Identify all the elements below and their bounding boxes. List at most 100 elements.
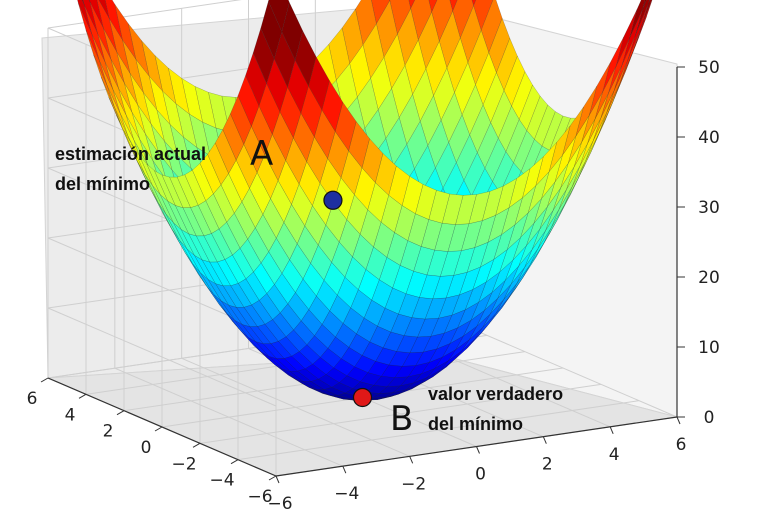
surface-patch (143, 92, 165, 142)
y-tick-mark (230, 459, 239, 465)
surface-patch (235, 306, 258, 327)
surface-patch (274, 364, 296, 380)
surface-patch (216, 259, 239, 286)
z-tick-label: 0 (704, 408, 715, 428)
surface-patch (471, 0, 477, 7)
x-axis-ticks: −6 −4 −2 0 2 4 6 (267, 416, 687, 514)
x-tick-label: 6 (676, 435, 687, 455)
surface-patch (89, 0, 104, 29)
y-tick-mark (78, 393, 87, 399)
surface-patch (241, 187, 264, 229)
surface-patch (174, 205, 197, 237)
surface-patch (129, 73, 152, 125)
y-tick-label: −2 (171, 454, 196, 474)
surface-patch (247, 227, 269, 264)
annotation-b-letter: B (390, 399, 413, 439)
surface-patch (104, 0, 123, 41)
annotation-a-letter: A (250, 134, 273, 174)
z-tick-label: 50 (698, 58, 720, 78)
surface-patch (224, 254, 247, 284)
y-tick-label: 2 (103, 422, 114, 442)
z-tick-label: 30 (698, 198, 720, 218)
x-tick-mark (275, 475, 280, 484)
x-tick-mark (542, 436, 547, 444)
x-tick-mark (476, 446, 480, 454)
z-tick-label: 10 (698, 338, 720, 358)
surface-patch (200, 272, 222, 301)
z-tick-label: 40 (698, 128, 720, 148)
surface-patch (349, 44, 371, 98)
surface-patch (251, 299, 273, 325)
surface-patch (201, 259, 224, 287)
surface-patch (222, 113, 245, 161)
x-tick-label: −2 (401, 474, 426, 494)
y-tick-mark (268, 475, 277, 481)
surface-patch (219, 304, 241, 331)
surface-patch (207, 142, 229, 186)
surface-patch (428, 0, 438, 13)
x-tick-label: 2 (542, 455, 553, 475)
y-tick-label: −6 (247, 487, 272, 507)
surface-patch (131, 143, 153, 186)
surface-patch (334, 101, 357, 152)
surface-patch (144, 133, 167, 180)
surface-patch (127, 23, 150, 77)
annotation-a-line1: estimación actual (55, 144, 206, 164)
surface-patch (338, 375, 361, 389)
surface-patch (511, 71, 533, 121)
y-tick-mark (40, 377, 49, 383)
surface-patch (88, 0, 91, 3)
z-tick-label: 20 (698, 268, 720, 288)
surface-patch (272, 312, 294, 338)
y-tick-mark (192, 442, 201, 448)
surface-patch (220, 172, 243, 214)
annotation-a: estimación actual del mínimo A (55, 134, 273, 194)
surface-patch (146, 163, 169, 202)
surface-patch (163, 215, 186, 253)
x-tick-mark (409, 456, 414, 464)
surface-patch (365, 385, 388, 394)
surface-patch (408, 0, 416, 10)
point-marker-b (352, 387, 373, 408)
floor-grid-line (199, 383, 602, 444)
y-tick-label: 4 (65, 405, 76, 425)
surface-patch (184, 252, 207, 286)
surface-patch (81, 0, 85, 6)
x-tick-mark (676, 416, 681, 425)
surface-patch (197, 200, 220, 234)
y-tick-label: 0 (141, 438, 152, 458)
surface-patch (148, 75, 171, 126)
surface-patch (260, 0, 283, 60)
x-tick-label: −4 (334, 484, 359, 504)
annotation-a-line2: del mínimo (55, 174, 150, 194)
surface-patch (243, 304, 266, 327)
surface-patch (158, 202, 180, 241)
surface-patch (245, 52, 267, 107)
y-axis-ticks: −6 −4 −2 0 2 4 6 (27, 377, 277, 507)
surface-patch (78, 3, 100, 61)
z-axis-ticks: 0 10 20 30 40 50 (677, 58, 720, 428)
y-tick-mark (116, 410, 125, 416)
x-tick-mark (342, 465, 347, 474)
surface-patch (169, 176, 191, 208)
annotation-b-line1: valor verdadero (428, 384, 563, 404)
surface-patch (214, 283, 237, 308)
surface-patch (150, 123, 173, 171)
surface-patch (182, 207, 205, 237)
annotation-b: valor verdadero del mínimo B (390, 384, 563, 439)
surface-patch (270, 341, 293, 359)
surface-patch (268, 0, 290, 33)
surface-patch (184, 169, 207, 206)
surface-patch (255, 213, 277, 253)
x-tick-label: −6 (267, 494, 292, 514)
floor-grid-line (237, 400, 640, 461)
surface-patch (262, 343, 285, 359)
surface-mesh (77, 0, 653, 401)
surface-patch (449, 0, 458, 12)
surface-patch (264, 319, 287, 342)
x-tick-label: 0 (475, 465, 486, 485)
surface-patch (249, 326, 272, 344)
x-tick-label: 4 (609, 445, 620, 465)
surface-patch (179, 239, 201, 273)
